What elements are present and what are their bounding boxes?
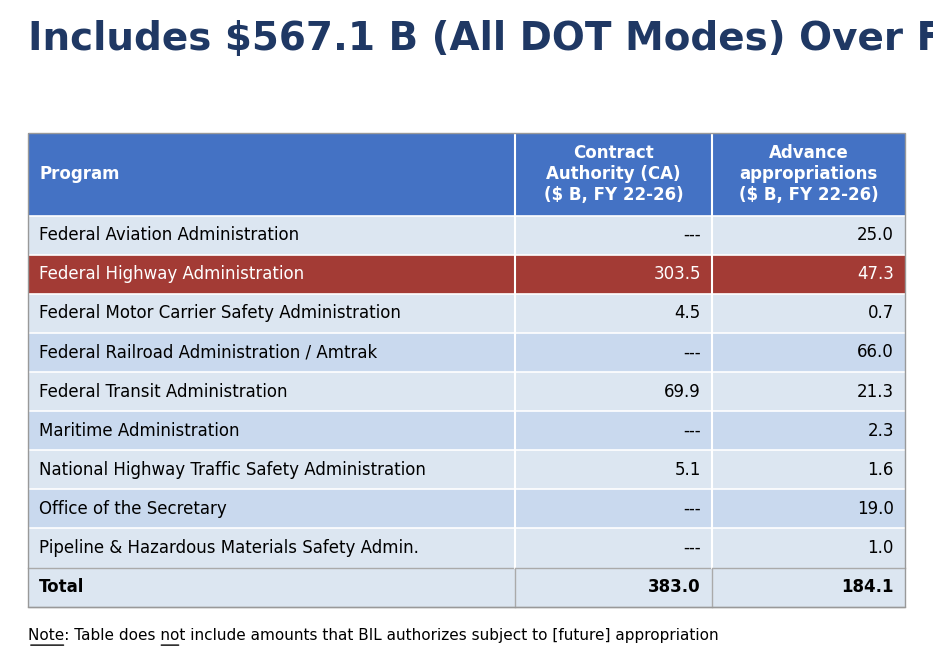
Text: 47.3: 47.3 [856, 265, 894, 283]
Text: Program: Program [39, 165, 119, 183]
Bar [28, 294, 515, 333]
Text: Total: Total [39, 578, 85, 596]
Bar [712, 568, 905, 607]
Text: ---: --- [683, 226, 701, 244]
Text: 1.6: 1.6 [868, 461, 894, 479]
Bar [515, 528, 712, 568]
Text: 66.0: 66.0 [857, 343, 894, 361]
Bar [28, 133, 515, 215]
Bar [712, 450, 905, 489]
Text: Advance
appropriations
($ B, FY 22-26): Advance appropriations ($ B, FY 22-26) [739, 145, 878, 204]
Bar [712, 255, 905, 294]
Bar [28, 372, 515, 411]
Text: ---: --- [683, 422, 701, 440]
Bar [515, 372, 712, 411]
Bar [28, 255, 515, 294]
Bar [712, 133, 905, 215]
Text: 0.7: 0.7 [868, 304, 894, 322]
Bar [712, 294, 905, 333]
Text: 2.3: 2.3 [868, 422, 894, 440]
Text: ---: --- [683, 343, 701, 361]
Bar [28, 528, 515, 568]
Bar [712, 215, 905, 255]
Text: Pipeline & Hazardous Materials Safety Admin.: Pipeline & Hazardous Materials Safety Ad… [39, 539, 419, 557]
Text: ---: --- [683, 539, 701, 557]
Text: 25.0: 25.0 [856, 226, 894, 244]
Text: 383.0: 383.0 [648, 578, 701, 596]
Bar [28, 215, 515, 255]
Text: 69.9: 69.9 [664, 383, 701, 400]
Bar [515, 489, 712, 528]
Text: Office of the Secretary: Office of the Secretary [39, 500, 227, 518]
Text: Includes $567.1 B (All DOT Modes) Over FY 22-26: Includes $567.1 B (All DOT Modes) Over F… [28, 20, 933, 58]
Bar [515, 568, 712, 607]
Bar [28, 333, 515, 372]
Text: 303.5: 303.5 [653, 265, 701, 283]
Text: Contract
Authority (CA)
($ B, FY 22-26): Contract Authority (CA) ($ B, FY 22-26) [544, 145, 683, 204]
Bar [515, 133, 712, 215]
Bar [28, 133, 905, 607]
Bar [28, 450, 515, 489]
Text: National Highway Traffic Safety Administration: National Highway Traffic Safety Administ… [39, 461, 426, 479]
Text: 21.3: 21.3 [856, 383, 894, 400]
Text: 184.1: 184.1 [842, 578, 894, 596]
Bar [28, 568, 515, 607]
Text: Federal Highway Administration: Federal Highway Administration [39, 265, 304, 283]
Text: 4.5: 4.5 [675, 304, 701, 322]
Bar [712, 333, 905, 372]
Bar [28, 489, 515, 528]
Bar [712, 489, 905, 528]
Text: Federal Transit Administration: Federal Transit Administration [39, 383, 287, 400]
Text: 5.1: 5.1 [675, 461, 701, 479]
Text: ---: --- [683, 500, 701, 518]
Text: Federal Motor Carrier Safety Administration: Federal Motor Carrier Safety Administrat… [39, 304, 401, 322]
Bar [28, 411, 515, 450]
Bar [515, 294, 712, 333]
Text: Note: Table does not include amounts that BIL authorizes subject to [future] app: Note: Table does not include amounts tha… [28, 628, 718, 643]
Bar [712, 372, 905, 411]
Text: 19.0: 19.0 [856, 500, 894, 518]
Text: Maritime Administration: Maritime Administration [39, 422, 240, 440]
Bar [515, 333, 712, 372]
Text: 1.0: 1.0 [868, 539, 894, 557]
Text: Federal Railroad Administration / Amtrak: Federal Railroad Administration / Amtrak [39, 343, 378, 361]
Bar [712, 528, 905, 568]
Bar [712, 411, 905, 450]
Bar [515, 411, 712, 450]
Text: Federal Aviation Administration: Federal Aviation Administration [39, 226, 299, 244]
Bar [515, 450, 712, 489]
Bar [515, 215, 712, 255]
Bar [515, 255, 712, 294]
